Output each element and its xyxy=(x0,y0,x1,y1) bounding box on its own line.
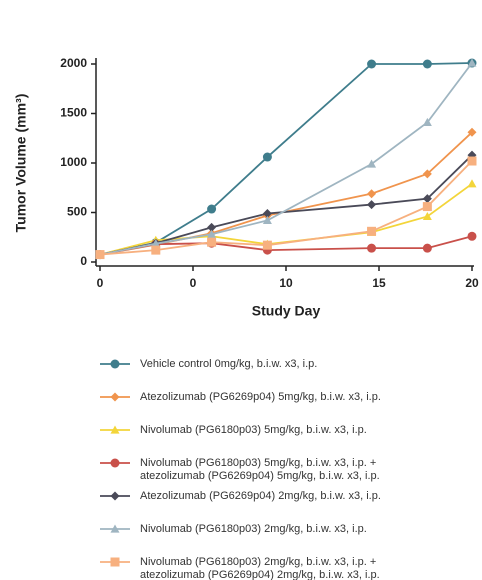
marker xyxy=(422,117,432,127)
marker xyxy=(422,169,432,179)
legend-item: Atezolizumab (PG6269p04) 2mg/kg, b.i.w. … xyxy=(98,484,468,517)
legend-swatch xyxy=(100,524,130,533)
marker xyxy=(467,127,477,137)
legend-item: Atezolizumab (PG6269p04) 5mg/kg, b.i.w. … xyxy=(98,385,468,418)
marker xyxy=(367,159,377,168)
legend-item: Nivolumab (PG6180p03) 2mg/kg, b.i.w. x3,… xyxy=(98,517,468,550)
legend-item: Vehicle control 0mg/kg, b.i.w. x3, i.p. xyxy=(98,352,468,385)
marker xyxy=(367,200,377,210)
y-axis-label: Tumor Volume (mm³) xyxy=(13,94,29,233)
legend-label: Nivolumab (PG6180p03) 2mg/kg, b.i.w. x3,… xyxy=(140,523,367,535)
marker xyxy=(207,222,217,232)
x-tick-label: 10 xyxy=(279,276,293,290)
chart: Tumor Volume (mm³) Study Day 05001000150… xyxy=(13,56,479,319)
marker xyxy=(262,152,272,162)
marker xyxy=(110,359,120,369)
marker xyxy=(422,59,432,69)
marker xyxy=(422,194,432,204)
legend-label: Nivolumab (PG6180p03) 5mg/kg, b.i.w. x3,… xyxy=(140,424,367,436)
legend-swatch xyxy=(100,359,130,369)
x-axis-label: Study Day xyxy=(252,303,321,319)
legend-swatch xyxy=(100,491,130,501)
marker xyxy=(207,204,217,214)
legend-swatch xyxy=(100,425,130,434)
marker xyxy=(422,243,432,253)
y-tick-label: 0 xyxy=(80,254,87,268)
legend-label: Nivolumab (PG6180p03) 2mg/kg, b.i.w. x3,… xyxy=(140,556,380,580)
y-tick-label: 500 xyxy=(67,205,87,219)
marker xyxy=(110,458,120,468)
marker xyxy=(95,250,105,260)
legend-label: Atezolizumab (PG6269p04) 2mg/kg, b.i.w. … xyxy=(140,490,381,502)
y-tick-label: 1500 xyxy=(60,106,87,120)
legend-item: Nivolumab (PG6180p03) 2mg/kg, b.i.w. x3,… xyxy=(98,550,468,580)
legend-swatch xyxy=(100,557,130,567)
x-tick-label: 0 xyxy=(190,276,197,290)
legend-swatch xyxy=(100,458,130,468)
marker xyxy=(262,240,272,250)
marker xyxy=(207,229,217,238)
y-tick-label: 1000 xyxy=(60,155,87,169)
legend-label: Nivolumab (PG6180p03) 5mg/kg, b.i.w. x3,… xyxy=(140,457,380,482)
marker xyxy=(422,202,432,212)
marker xyxy=(367,226,377,236)
marker xyxy=(151,239,161,248)
marker xyxy=(110,491,120,501)
marker xyxy=(467,58,477,67)
marker xyxy=(422,211,432,221)
marker xyxy=(367,189,377,199)
marker xyxy=(262,208,272,218)
legend-swatch xyxy=(100,392,130,402)
legend: Vehicle control 0mg/kg, b.i.w. x3, i.p. A… xyxy=(98,352,468,580)
marker xyxy=(110,392,120,402)
x-tick-label: 15 xyxy=(372,276,386,290)
y-tick-label: 2000 xyxy=(60,56,87,70)
marker xyxy=(207,237,217,247)
marker xyxy=(367,59,377,69)
legend-label: Atezolizumab (PG6269p04) 5mg/kg, b.i.w. … xyxy=(140,391,381,403)
marker xyxy=(110,557,120,567)
legend-item: Nivolumab (PG6180p03) 5mg/kg, b.i.w. x3,… xyxy=(98,418,468,451)
legend-label: Vehicle control 0mg/kg, b.i.w. x3, i.p. xyxy=(140,358,318,370)
marker xyxy=(110,524,120,533)
series-line xyxy=(99,62,473,256)
marker xyxy=(467,156,477,166)
marker xyxy=(262,215,272,225)
marker xyxy=(110,425,120,434)
marker xyxy=(467,231,477,241)
marker xyxy=(151,245,161,255)
x-tick-label: 20 xyxy=(465,276,479,290)
marker xyxy=(467,179,477,188)
marker xyxy=(367,243,377,253)
legend-item: Nivolumab (PG6180p03) 5mg/kg, b.i.w. x3,… xyxy=(98,451,468,484)
series-line xyxy=(99,62,473,256)
x-tick-label: 0 xyxy=(97,276,104,290)
